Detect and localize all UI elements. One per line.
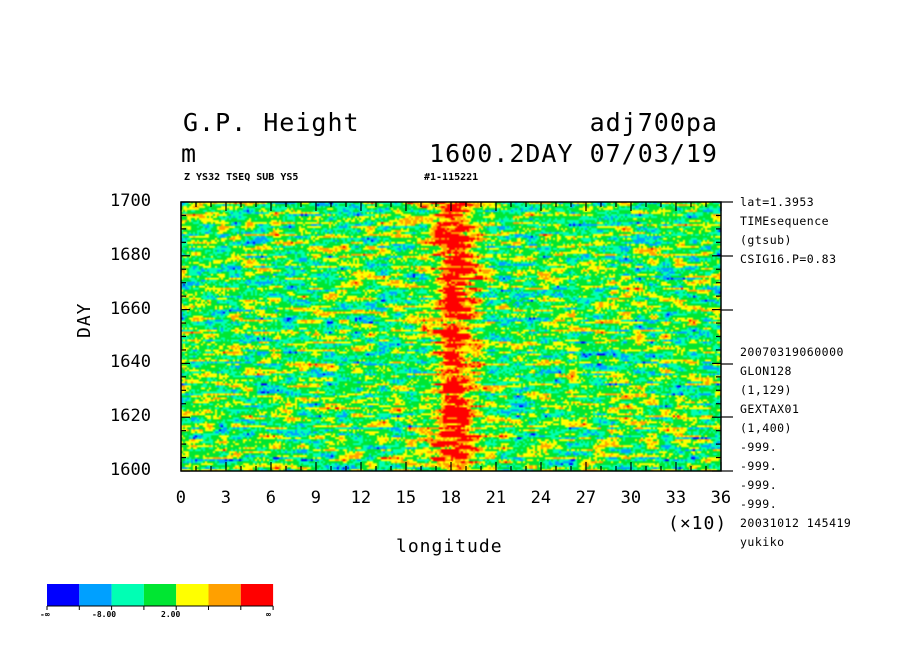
colorbar-label: 2.00	[161, 610, 181, 619]
y-tick-label: 1700	[110, 191, 151, 211]
chart-title: G.P. Height	[183, 108, 360, 137]
x-tick-label: 6	[265, 488, 277, 508]
x-tick-label: 24	[530, 488, 552, 508]
y-tick-label: 1660	[110, 298, 151, 319]
side-info-line: CSIG16.P=0.83	[740, 252, 837, 266]
x-tick-label: 27	[575, 488, 597, 508]
side-info-line: 20031012 145419	[740, 516, 852, 530]
colorbar-label: -∞	[40, 610, 50, 619]
side-info-line: TIMEsequence	[740, 214, 830, 228]
side-info-line: -999.	[740, 478, 778, 492]
x-tick-label: 36	[710, 488, 732, 508]
subtitle-left: Z YS32 TSEQ SUB YS5	[184, 172, 299, 183]
y-axis-label: DAY	[74, 302, 95, 338]
colorbar-label: ∞	[266, 610, 271, 619]
side-info-line: (1,129)	[740, 383, 792, 397]
axis-ticks	[180, 201, 733, 472]
x-multiplier: (×10)	[668, 513, 728, 534]
colorbar-swatch	[176, 584, 209, 606]
side-info-line: -999.	[740, 497, 778, 511]
colorbar-swatch	[111, 584, 144, 606]
y-tick-label: 1600	[110, 460, 151, 480]
time-label: 1600.2DAY 07/03/19	[429, 139, 718, 168]
side-info-line: (gtsub)	[740, 233, 792, 247]
y-tick-label: 1680	[110, 244, 151, 265]
colorbar-swatch	[47, 584, 80, 606]
side-info-line: lat=1.3953	[740, 195, 815, 209]
dataset-name: adj700pa	[589, 108, 718, 137]
subtitle-right: #1-115221	[424, 172, 479, 183]
colorbar-swatch	[143, 584, 177, 606]
x-tick-label: 33	[665, 488, 687, 508]
colorbar-swatch	[240, 584, 274, 606]
side-info-line: -999.	[740, 440, 778, 454]
x-tick-label: 21	[485, 488, 507, 508]
side-info-line: GLON128	[740, 364, 792, 378]
x-tick-label: 30	[620, 488, 642, 508]
x-tick-label: 12	[350, 488, 372, 508]
x-tick-label: 9	[310, 488, 322, 508]
side-info-line: 20070319060000	[740, 345, 844, 359]
side-info-line: GEXTAX01	[740, 402, 800, 416]
colorbar-swatch	[79, 584, 112, 606]
x-tick-label: 18	[440, 488, 462, 508]
x-tick-label: 15	[395, 488, 417, 508]
x-tick-label: 0	[175, 488, 187, 508]
units-label: m	[181, 139, 198, 168]
x-axis-label: longitude	[396, 536, 503, 557]
side-info-line: (1,400)	[740, 421, 792, 435]
colorbar-label: -8.00	[92, 610, 117, 619]
y-tick-label: 1620	[110, 406, 151, 427]
side-info-line: -999.	[740, 459, 778, 473]
y-tick-label: 1640	[110, 352, 151, 373]
colorbar	[46, 584, 274, 610]
colorbar-swatch	[208, 584, 241, 606]
x-tick-label: 3	[220, 488, 232, 508]
side-info-line: yukiko	[740, 535, 785, 549]
heatmap-field	[181, 202, 721, 471]
